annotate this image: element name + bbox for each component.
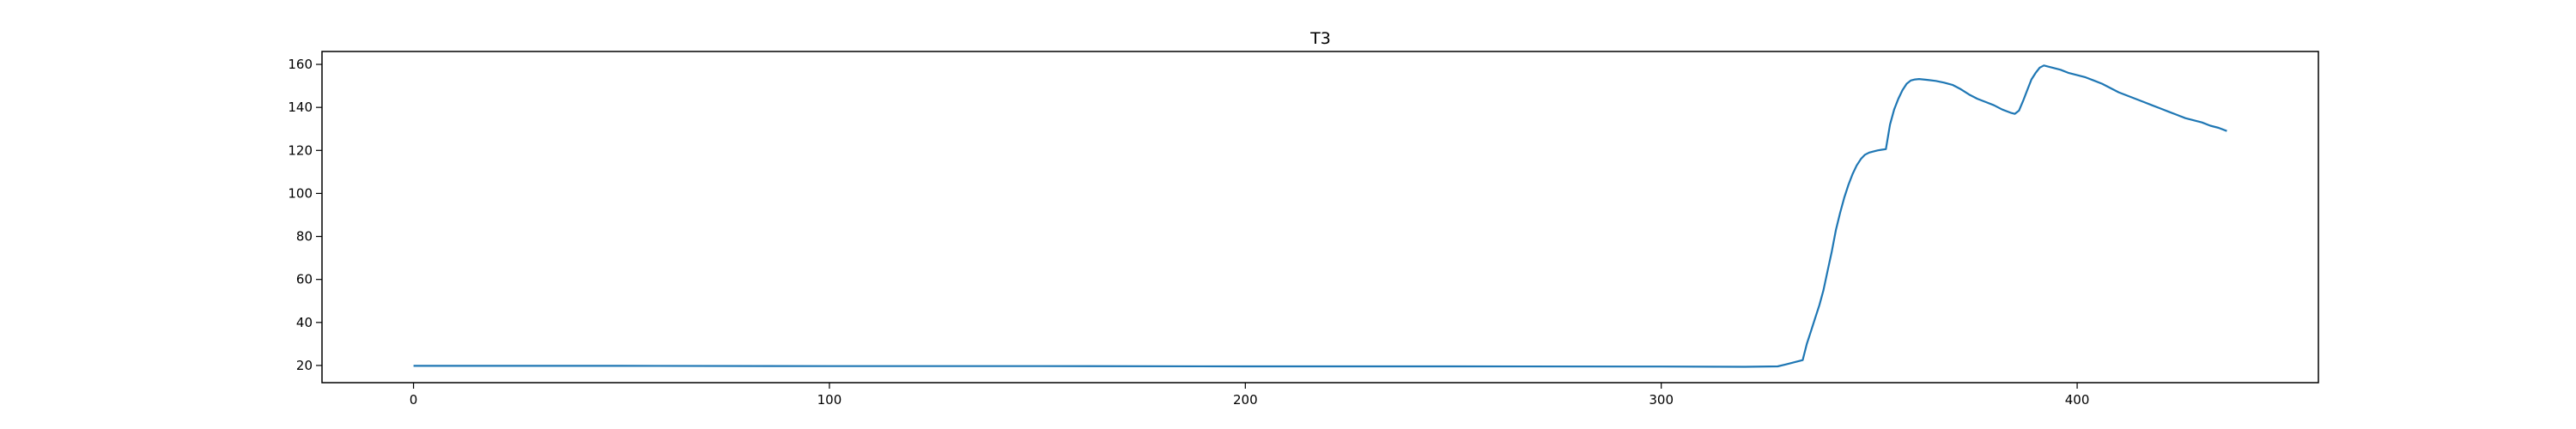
x-tick-label: 300	[1649, 392, 1674, 408]
y-axis: 20 40 60 80 100 120 140 160	[288, 57, 322, 373]
y-tick-label: 100	[288, 185, 313, 201]
y-tick-label: 20	[296, 358, 313, 373]
y-tick-label: 120	[288, 142, 313, 158]
x-tick-label: 400	[2065, 392, 2090, 408]
y-tick-label: 60	[296, 272, 313, 287]
x-axis: 0 100 200 300 400	[410, 383, 2090, 408]
y-tick-label: 80	[296, 229, 313, 245]
x-tick-label: 0	[410, 392, 418, 408]
y-tick-label: 140	[288, 100, 313, 115]
plot-area-frame	[321, 51, 2319, 384]
x-tick-label: 100	[817, 392, 842, 408]
series-line	[413, 64, 2227, 368]
x-tick-label: 200	[1233, 392, 1258, 408]
y-tick-label: 160	[288, 57, 313, 72]
y-tick-label: 40	[296, 315, 313, 330]
chart-title: T3	[1309, 29, 1331, 48]
